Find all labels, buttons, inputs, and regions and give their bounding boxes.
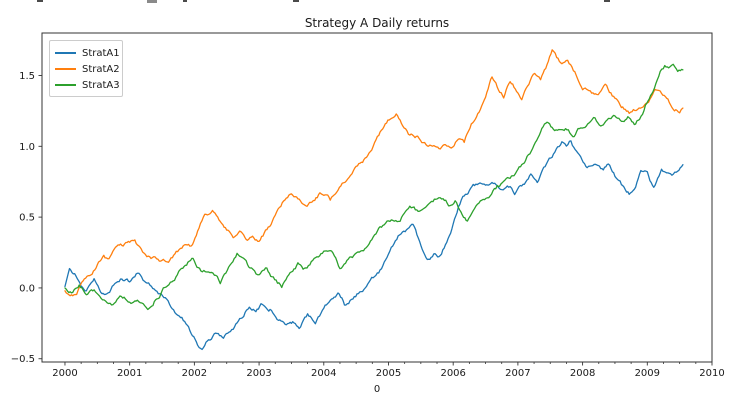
x-axis-tick-label: 2000 bbox=[52, 368, 77, 379]
x-axis-tick-label: 2009 bbox=[635, 368, 660, 379]
x-axis-tick-label: 2004 bbox=[311, 368, 336, 379]
x-axis-tick-label: 2007 bbox=[505, 368, 530, 379]
series-line-strata1 bbox=[64, 140, 684, 351]
cropped-text-fragment bbox=[604, 0, 610, 2]
axes-frame bbox=[41, 32, 713, 363]
x-axis-tick-label: 2006 bbox=[440, 368, 465, 379]
x-axis-label: 0 bbox=[373, 384, 381, 395]
cropped-text-fragment bbox=[293, 0, 299, 2]
y-axis-tick-label: 1.0 bbox=[19, 142, 35, 153]
y-axis-tick-label: −0.5 bbox=[11, 354, 35, 365]
legend-entry-strata2: StratA2 bbox=[50, 61, 122, 77]
x-axis-tick-label: 2005 bbox=[376, 368, 401, 379]
series-line-strata3 bbox=[64, 63, 684, 311]
series-line-strata2 bbox=[64, 49, 684, 297]
legend-line-sample-strata3 bbox=[55, 84, 76, 86]
legend-line-sample-strata2 bbox=[55, 68, 76, 70]
x-axis-tick-label: 2008 bbox=[570, 368, 595, 379]
legend-entry-strata3: StratA3 bbox=[50, 77, 122, 93]
x-axis-tick-label: 2002 bbox=[182, 368, 207, 379]
y-axis-tick-label: 0.0 bbox=[19, 283, 35, 294]
y-axis-tick-label: 1.5 bbox=[19, 71, 35, 82]
legend-label-strata1: StratA1 bbox=[82, 47, 120, 59]
x-axis-tick-label: 2003 bbox=[246, 368, 271, 379]
legend-line-sample-strata1 bbox=[55, 52, 76, 54]
chart-legend: StratA1 StratA2 StratA3 bbox=[49, 40, 123, 97]
legend-label-strata2: StratA2 bbox=[82, 63, 120, 75]
cropped-text-fragment bbox=[37, 0, 43, 2]
cropped-text-fragment bbox=[183, 0, 187, 2]
x-axis-tick-label: 2010 bbox=[699, 368, 724, 379]
cropped-text-fragment bbox=[147, 0, 157, 3]
x-axis-tick-label: 2001 bbox=[117, 368, 142, 379]
y-axis-tick-label: 0.5 bbox=[19, 213, 35, 224]
legend-entry-strata1: StratA1 bbox=[50, 45, 122, 61]
legend-label-strata3: StratA3 bbox=[82, 79, 120, 91]
chart-title: Strategy A Daily returns bbox=[304, 16, 450, 30]
